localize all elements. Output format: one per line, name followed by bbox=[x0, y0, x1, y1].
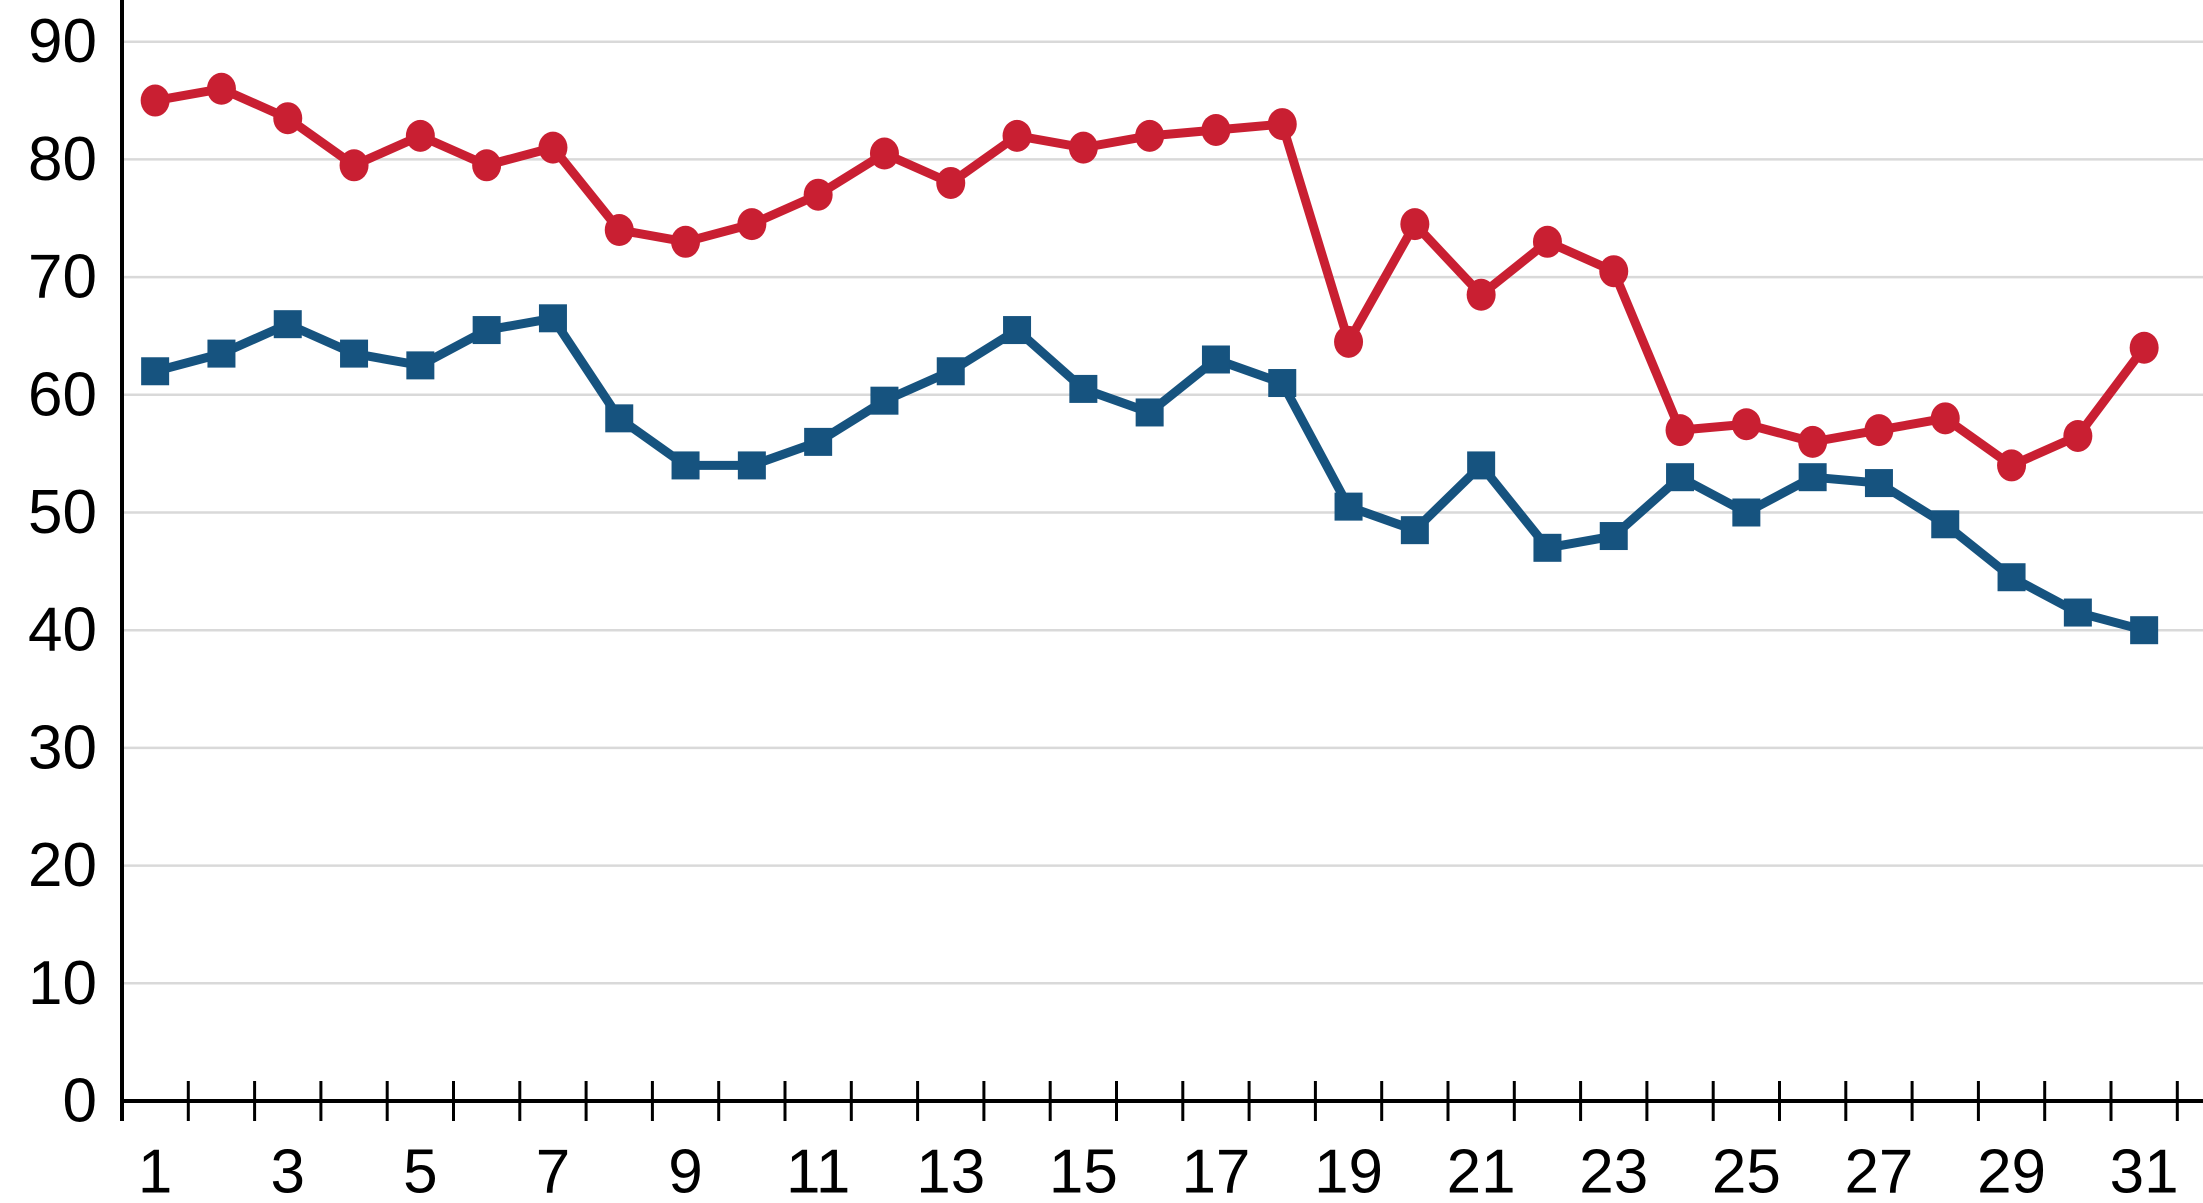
x-tick-label: 19 bbox=[1314, 1138, 1383, 1203]
red-series-marker-day-28 bbox=[1930, 402, 1960, 435]
x-tick-label: 9 bbox=[668, 1138, 702, 1203]
red-series-marker-day-4 bbox=[339, 149, 369, 182]
blue-series-marker-day-20 bbox=[1400, 516, 1429, 545]
red-series-marker-day-31 bbox=[2129, 331, 2159, 364]
red-series-marker-day-18 bbox=[1267, 108, 1297, 141]
y-tick-label: 50 bbox=[28, 478, 97, 547]
red-series-marker-day-29 bbox=[1997, 449, 2027, 482]
x-tick-label: 11 bbox=[786, 1138, 850, 1203]
blue-series-marker-day-23 bbox=[1599, 522, 1628, 551]
blue-series-marker-day-5 bbox=[406, 351, 435, 380]
red-series-marker-day-14 bbox=[1002, 119, 1032, 152]
blue-series-marker-day-31 bbox=[2130, 616, 2159, 645]
red-series-marker-day-9 bbox=[671, 225, 701, 258]
red-series-marker-day-24 bbox=[1665, 414, 1695, 447]
red-series-marker-day-25 bbox=[1731, 408, 1761, 441]
data-series bbox=[140, 72, 2159, 645]
red-series-marker-day-13 bbox=[936, 166, 966, 199]
blue-series-marker-day-29 bbox=[1997, 563, 2026, 592]
blue-series-marker-day-10 bbox=[737, 451, 766, 480]
red-series-marker-day-3 bbox=[273, 102, 303, 135]
blue-series-marker-day-4 bbox=[340, 339, 369, 368]
red-series-marker-day-11 bbox=[803, 178, 833, 211]
red-series-marker-day-5 bbox=[405, 119, 435, 152]
red-series-marker-day-2 bbox=[206, 72, 236, 105]
blue-series-marker-day-26 bbox=[1798, 463, 1827, 492]
y-tick-label: 20 bbox=[28, 831, 97, 900]
blue-series-marker-day-22 bbox=[1533, 533, 1562, 562]
red-series-marker-day-6 bbox=[472, 149, 502, 182]
blue-series-marker-day-8 bbox=[605, 404, 634, 433]
red-series-marker-day-19 bbox=[1334, 325, 1364, 358]
blue-series-marker-day-27 bbox=[1864, 469, 1893, 498]
y-tick-label: 0 bbox=[63, 1067, 97, 1136]
red-series-marker-day-7 bbox=[538, 131, 568, 164]
y-tick-label: 10 bbox=[28, 949, 97, 1018]
blue-series-marker-day-3 bbox=[273, 310, 302, 339]
blue-series-marker-day-16 bbox=[1135, 398, 1164, 427]
y-tick-label: 60 bbox=[28, 360, 97, 429]
x-tick-label: 1 bbox=[138, 1138, 172, 1203]
red-series-marker-day-12 bbox=[869, 137, 899, 170]
red-series-marker-day-21 bbox=[1466, 278, 1496, 311]
y-tick-label: 40 bbox=[28, 596, 97, 665]
x-tick-label: 31 bbox=[2110, 1138, 2179, 1203]
blue-series-marker-day-15 bbox=[1069, 374, 1098, 403]
axes bbox=[120, 0, 2203, 1121]
x-tick-label: 17 bbox=[1181, 1138, 1250, 1203]
blue-series-line bbox=[150, 313, 2149, 635]
blue-series-marker-day-21 bbox=[1467, 451, 1496, 480]
red-series-marker-day-26 bbox=[1798, 425, 1828, 458]
blue-series-marker-day-11 bbox=[804, 427, 833, 456]
x-tick-label: 15 bbox=[1049, 1138, 1118, 1203]
blue-series-marker-day-30 bbox=[2063, 598, 2092, 627]
blue-series-marker-day-12 bbox=[870, 386, 899, 415]
blue-series-marker-day-25 bbox=[1732, 498, 1761, 527]
x-tick-label: 25 bbox=[1712, 1138, 1781, 1203]
y-tick-label: 80 bbox=[28, 125, 97, 194]
blue-series-marker-day-24 bbox=[1666, 463, 1695, 492]
blue-series-marker-day-1 bbox=[141, 357, 170, 386]
red-series-marker-day-8 bbox=[604, 214, 634, 247]
red-series-marker-day-20 bbox=[1400, 208, 1430, 241]
red-series-marker-day-17 bbox=[1201, 113, 1231, 146]
gridlines bbox=[122, 40, 2203, 985]
blue-series-marker-day-19 bbox=[1334, 492, 1363, 521]
y-tick-label: 30 bbox=[28, 713, 97, 782]
red-series-marker-day-15 bbox=[1068, 131, 1098, 164]
blue-series-marker-day-17 bbox=[1201, 345, 1230, 374]
blue-series-marker-day-28 bbox=[1931, 510, 1960, 539]
x-tick-label: 29 bbox=[1977, 1138, 2046, 1203]
blue-series-marker-day-14 bbox=[1003, 316, 1032, 345]
red-series-marker-day-1 bbox=[140, 84, 170, 117]
x-tick-label: 3 bbox=[271, 1138, 305, 1203]
red-series-marker-day-10 bbox=[737, 208, 767, 241]
blue-series-marker-day-6 bbox=[472, 316, 501, 345]
red-series-marker-day-27 bbox=[1864, 414, 1894, 447]
x-tick-label: 5 bbox=[403, 1138, 437, 1203]
x-tick-label: 13 bbox=[916, 1138, 985, 1203]
y-tick-label: 90 bbox=[28, 7, 97, 76]
red-series-marker-day-23 bbox=[1599, 255, 1629, 288]
blue-series-marker-day-13 bbox=[936, 357, 965, 386]
red-series-marker-day-16 bbox=[1135, 119, 1165, 152]
y-tick-label: 70 bbox=[28, 243, 97, 312]
x-tick-label: 21 bbox=[1447, 1138, 1516, 1203]
blue-series-marker-day-18 bbox=[1268, 369, 1297, 398]
x-tick-label: 23 bbox=[1579, 1138, 1648, 1203]
blue-series-marker-day-9 bbox=[671, 451, 700, 480]
blue-series-marker-day-2 bbox=[207, 339, 236, 368]
blue-series-marker-day-7 bbox=[538, 304, 567, 333]
x-tick-label: 27 bbox=[1844, 1138, 1913, 1203]
red-series-marker-day-22 bbox=[1532, 225, 1562, 258]
x-tick-label: 7 bbox=[536, 1138, 570, 1203]
red-series-marker-day-30 bbox=[2063, 419, 2093, 452]
